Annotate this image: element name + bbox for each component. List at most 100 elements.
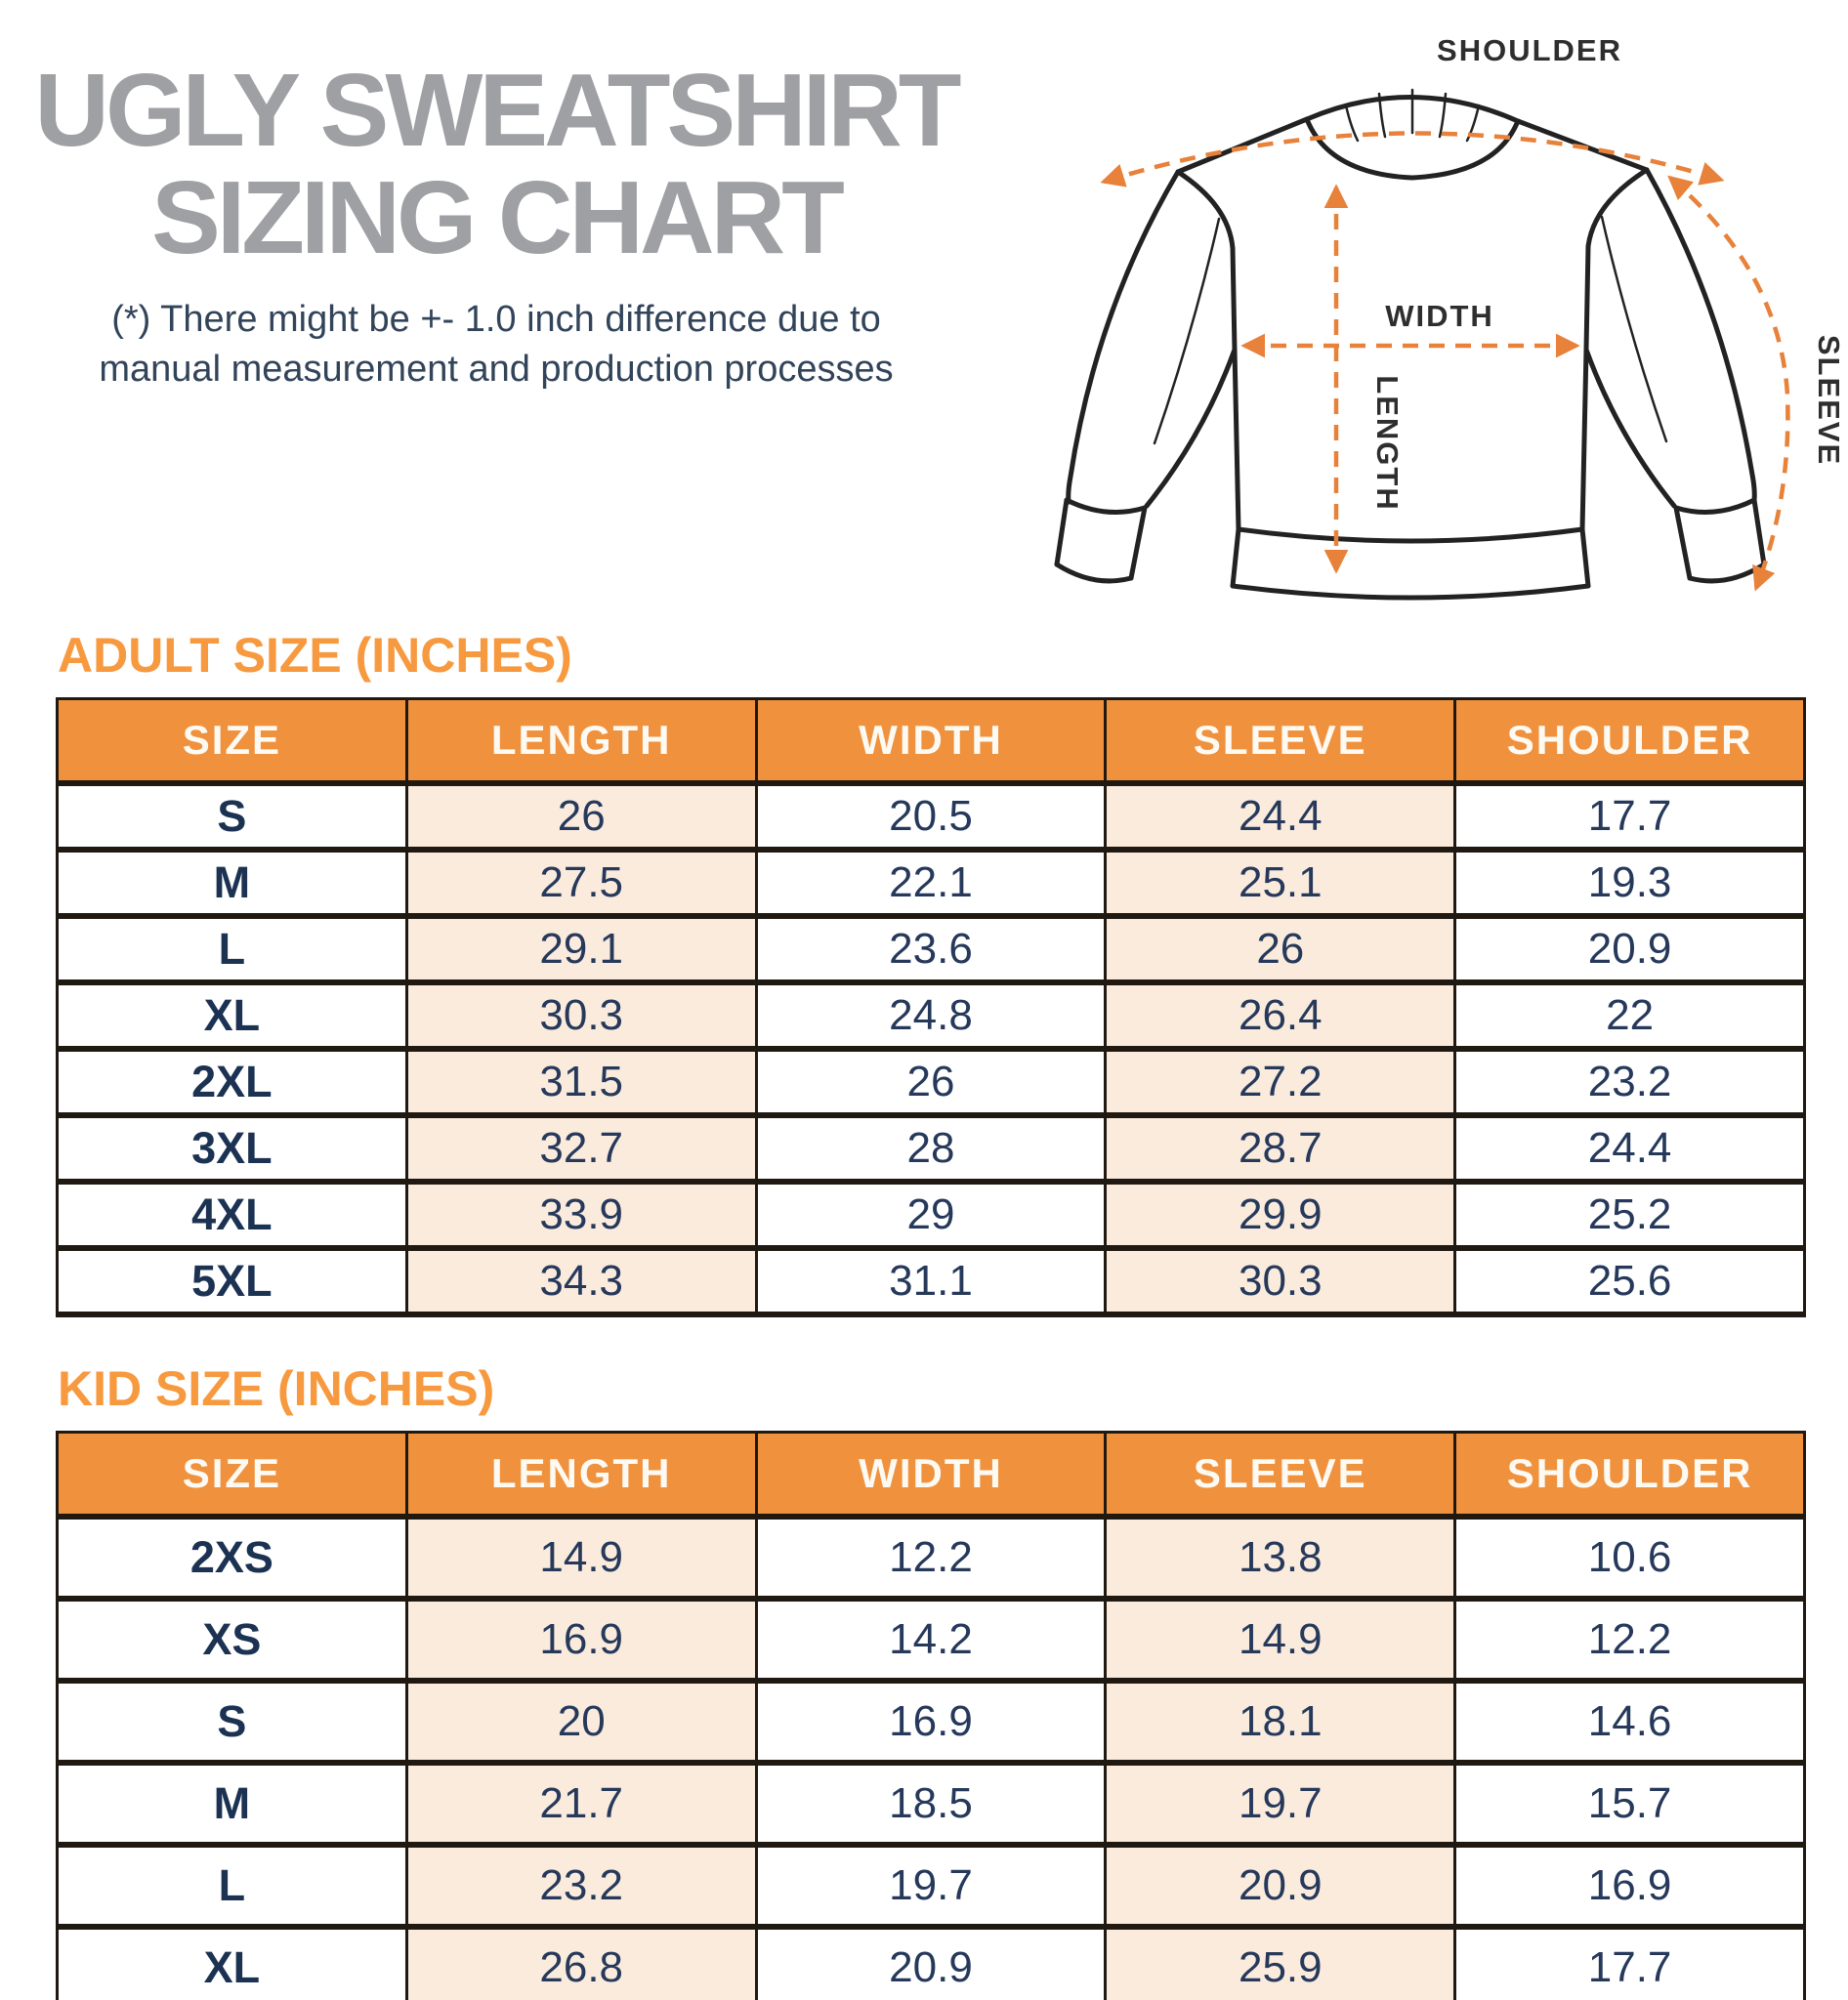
length-label: LENGTH [1370,375,1405,511]
table-row: 4XL 33.9 29 29.9 25.2 [56,1180,1806,1251]
table-row: 2XS 14.9 12.2 13.8 10.6 [56,1515,1806,1602]
page-title-line-2: SIZING CHART [151,160,845,276]
col-header-length: LENGTH [404,697,758,786]
col-header-width: WIDTH [754,1431,1108,1520]
table-row: L 29.1 23.6 26 20.9 [56,914,1806,985]
length-cell: 20 [404,1679,758,1766]
size-cell: M [56,1761,408,1848]
tables-section: ADULT SIZE (INCHES) SIZE LENGTH WIDTH SL… [56,627,1806,2000]
width-cell: 14.2 [754,1597,1108,1684]
size-cell: M [56,848,408,919]
kid-size-table: SIZE LENGTH WIDTH SLEEVE SHOULDER 2XS 14… [56,1431,1806,2000]
shoulder-cell: 14.6 [1453,1679,1806,1766]
length-cell: 31.5 [404,1047,758,1118]
disclaimer-line-1: (*) There might be +- 1.0 inch differenc… [111,299,881,341]
sleeve-label: SLEEVE [1812,335,1846,466]
table-row: S 26 20.5 24.4 17.7 [56,781,1806,853]
length-cell: 34.3 [404,1246,758,1317]
size-cell: S [56,1679,408,1766]
width-cell: 18.5 [754,1761,1108,1848]
title-block: UGLY SWEATSHIRT SIZING CHART (*) There m… [27,57,965,394]
col-header-shoulder: SHOULDER [1453,1431,1806,1520]
width-cell: 24.8 [754,980,1108,1052]
width-cell: 12.2 [754,1515,1108,1602]
shoulder-cell: 25.6 [1453,1246,1806,1317]
length-cell: 23.2 [404,1843,758,1930]
col-header-width: WIDTH [754,697,1108,786]
col-header-sleeve: SLEEVE [1104,697,1457,786]
size-cell: XL [56,980,408,1052]
shoulder-cell: 12.2 [1453,1597,1806,1684]
shoulder-cell: 17.7 [1453,1925,1806,2000]
adult-size-table: SIZE LENGTH WIDTH SLEEVE SHOULDER S 26 2… [56,697,1806,1317]
col-header-size: SIZE [56,1431,408,1520]
size-cell: XS [56,1597,408,1684]
sleeve-cell: 27.2 [1104,1047,1457,1118]
table-header-row: SIZE LENGTH WIDTH SLEEVE SHOULDER [56,1431,1806,1520]
length-cell: 30.3 [404,980,758,1052]
disclaimer-line-2: manual measurement and production proces… [99,348,894,390]
kid-size-heading: KID SIZE (INCHES) [58,1361,495,1416]
shoulder-arrow [1100,131,1725,188]
col-header-shoulder: SHOULDER [1453,697,1806,786]
size-cell: S [56,781,408,853]
length-cell: 21.7 [404,1761,758,1848]
shoulder-cell: 24.4 [1453,1113,1806,1185]
sleeve-cell: 19.7 [1104,1761,1457,1848]
width-cell: 28 [754,1113,1108,1185]
length-cell: 16.9 [404,1597,758,1684]
size-cell: 2XL [56,1047,408,1118]
width-cell: 19.7 [754,1843,1108,1930]
width-cell: 22.1 [754,848,1108,919]
table-header-row: SIZE LENGTH WIDTH SLEEVE SHOULDER [56,697,1806,786]
sleeve-arrow [1667,175,1790,592]
size-cell: L [56,1843,408,1930]
sleeve-cell: 30.3 [1104,1246,1457,1317]
size-cell: 4XL [56,1180,408,1251]
width-cell: 23.6 [754,914,1108,985]
table-row: 2XL 31.5 26 27.2 23.2 [56,1047,1806,1118]
shoulder-cell: 22 [1453,980,1806,1052]
size-cell: L [56,914,408,985]
shoulder-cell: 15.7 [1453,1761,1806,1848]
width-cell: 16.9 [754,1679,1108,1766]
table-row: XS 16.9 14.2 14.9 12.2 [56,1597,1806,1684]
sweatshirt-diagram: SHOULDER WIDTH LENGTH SLEEVE [983,18,1846,635]
col-header-sleeve: SLEEVE [1104,1431,1457,1520]
table-row: S 20 16.9 18.1 14.6 [56,1679,1806,1766]
adult-size-heading: ADULT SIZE (INCHES) [58,628,572,683]
table-row: L 23.2 19.7 20.9 16.9 [56,1843,1806,1930]
length-cell: 27.5 [404,848,758,919]
width-label: WIDTH [1385,299,1494,333]
width-cell: 31.1 [754,1246,1108,1317]
sleeve-cell: 20.9 [1104,1843,1457,1930]
length-cell: 26 [404,781,758,853]
sleeve-cell: 14.9 [1104,1597,1457,1684]
width-cell: 26 [754,1047,1108,1118]
sleeve-cell: 25.9 [1104,1925,1457,2000]
shoulder-cell: 16.9 [1453,1843,1806,1930]
col-header-length: LENGTH [404,1431,758,1520]
sleeve-cell: 13.8 [1104,1515,1457,1602]
size-cell: XL [56,1925,408,2000]
shoulder-cell: 19.3 [1453,848,1806,919]
table-row: 5XL 34.3 31.1 30.3 25.6 [56,1246,1806,1317]
size-cell: 5XL [56,1246,408,1317]
shoulder-cell: 10.6 [1453,1515,1806,1602]
sleeve-cell: 28.7 [1104,1113,1457,1185]
shoulder-cell: 17.7 [1453,781,1806,853]
measurement-arrows [1100,131,1790,592]
size-cell: 3XL [56,1113,408,1185]
table-row: M 21.7 18.5 19.7 15.7 [56,1761,1806,1848]
page-title-line-1: UGLY SWEATSHIRT [34,53,961,168]
size-cell: 2XS [56,1515,408,1602]
shoulder-label: SHOULDER [1437,33,1622,67]
width-cell: 29 [754,1180,1108,1251]
length-cell: 32.7 [404,1113,758,1185]
length-cell: 26.8 [404,1925,758,2000]
disclaimer: (*) There might be +- 1.0 inch differenc… [27,295,965,393]
table-row: XL 30.3 24.8 26.4 22 [56,980,1806,1052]
width-cell: 20.9 [754,1925,1108,2000]
width-cell: 20.5 [754,781,1108,853]
